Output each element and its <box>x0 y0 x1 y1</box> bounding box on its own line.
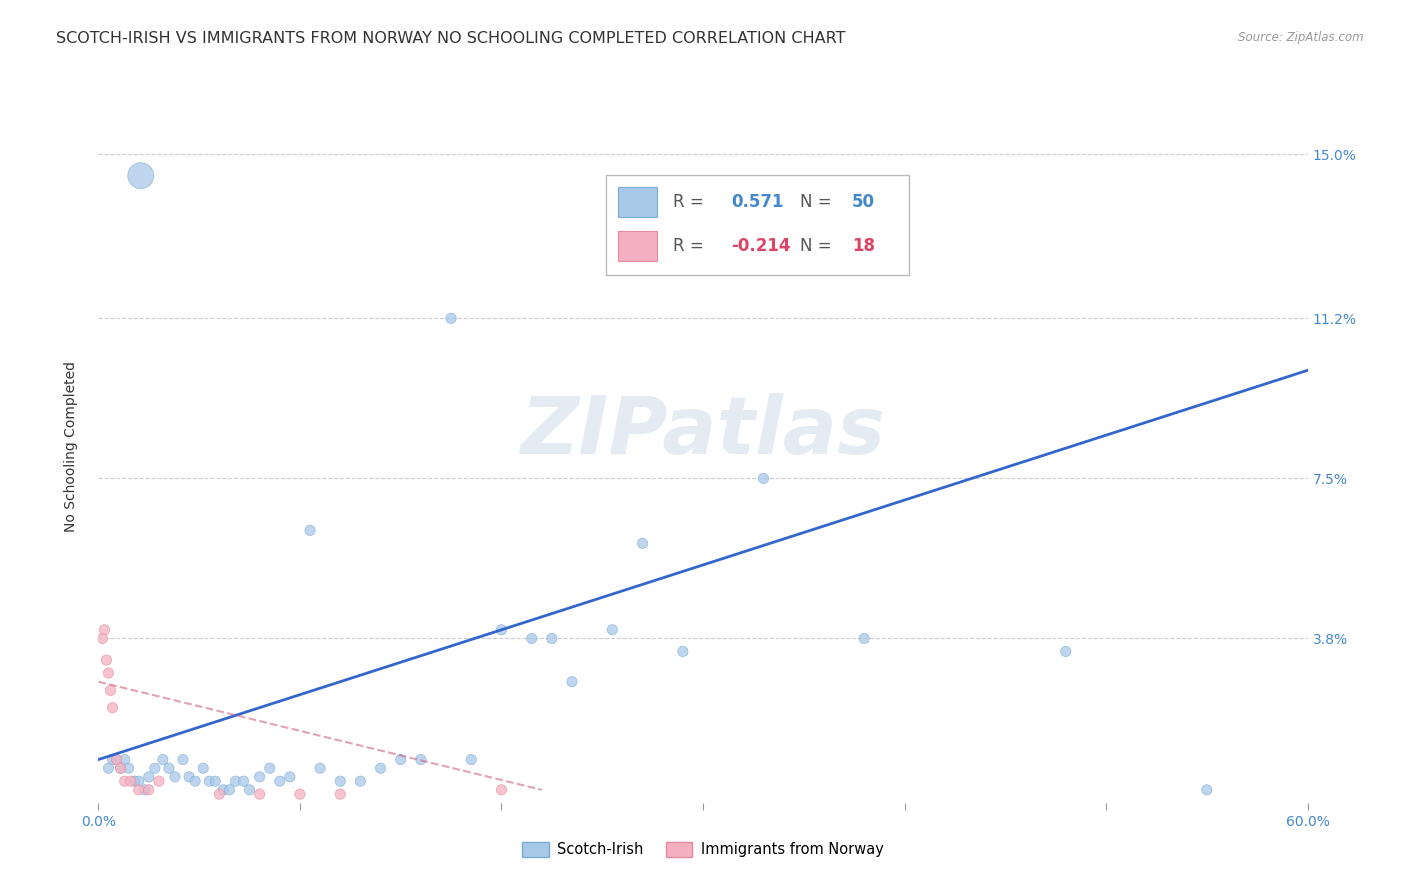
Point <box>440 311 463 326</box>
Point <box>101 700 124 714</box>
Point <box>138 782 160 797</box>
Text: N =: N = <box>800 193 837 211</box>
Point <box>520 632 543 646</box>
Point <box>602 623 624 637</box>
Point <box>212 782 235 797</box>
Point <box>491 623 513 637</box>
Y-axis label: No Schooling Completed: No Schooling Completed <box>63 360 77 532</box>
Point <box>239 782 262 797</box>
Point <box>329 787 352 801</box>
Point <box>114 774 136 789</box>
Point <box>309 761 332 775</box>
Text: N =: N = <box>800 237 837 255</box>
Point <box>129 169 152 183</box>
Bar <box>619 231 657 261</box>
Text: 0.571: 0.571 <box>731 193 783 211</box>
Point <box>329 774 352 789</box>
Point <box>249 787 271 801</box>
Point <box>370 761 392 775</box>
Point <box>1195 782 1218 797</box>
Point <box>97 761 120 775</box>
Point <box>157 761 180 775</box>
Point <box>1054 644 1077 658</box>
Text: -0.214: -0.214 <box>731 237 790 255</box>
Point <box>96 653 118 667</box>
Point <box>91 632 114 646</box>
Text: Source: ZipAtlas.com: Source: ZipAtlas.com <box>1239 31 1364 45</box>
Point <box>288 787 311 801</box>
Text: SCOTCH-IRISH VS IMMIGRANTS FROM NORWAY NO SCHOOLING COMPLETED CORRELATION CHART: SCOTCH-IRISH VS IMMIGRANTS FROM NORWAY N… <box>56 31 846 46</box>
Text: R =: R = <box>672 193 709 211</box>
Point <box>105 753 128 767</box>
Point <box>198 774 221 789</box>
Point <box>204 774 226 789</box>
Point <box>409 753 432 767</box>
Point <box>134 782 156 797</box>
Point <box>184 774 207 789</box>
Point <box>114 753 136 767</box>
Point <box>218 782 240 797</box>
Text: ZIPatlas: ZIPatlas <box>520 392 886 471</box>
Point <box>540 632 562 646</box>
Point <box>110 761 132 775</box>
Point <box>259 761 281 775</box>
Point <box>179 770 201 784</box>
Bar <box>619 187 657 217</box>
Point <box>148 774 170 789</box>
Point <box>299 524 322 538</box>
Point <box>278 770 301 784</box>
Point <box>193 761 215 775</box>
Point <box>460 753 482 767</box>
Point <box>105 753 128 767</box>
Point <box>124 774 146 789</box>
FancyBboxPatch shape <box>606 175 908 275</box>
Point <box>269 774 291 789</box>
Text: 50: 50 <box>852 193 875 211</box>
Point <box>752 471 775 485</box>
Point <box>232 774 254 789</box>
Point <box>163 770 186 784</box>
Point <box>128 774 150 789</box>
Point <box>224 774 246 789</box>
Point <box>118 761 141 775</box>
Point <box>97 666 120 681</box>
Point <box>389 753 412 767</box>
Point <box>101 753 124 767</box>
Point <box>100 683 122 698</box>
Point <box>249 770 271 784</box>
Point <box>93 623 115 637</box>
Point <box>208 787 231 801</box>
Text: 18: 18 <box>852 237 875 255</box>
Point <box>152 753 174 767</box>
Legend: Scotch-Irish, Immigrants from Norway: Scotch-Irish, Immigrants from Norway <box>516 836 890 863</box>
Point <box>561 674 583 689</box>
Point <box>110 761 132 775</box>
Point <box>672 644 695 658</box>
Point <box>631 536 654 550</box>
Point <box>120 774 142 789</box>
Point <box>128 782 150 797</box>
Point <box>143 761 166 775</box>
Point <box>853 632 876 646</box>
Point <box>172 753 194 767</box>
Text: R =: R = <box>672 237 709 255</box>
Point <box>349 774 371 789</box>
Point <box>491 782 513 797</box>
Point <box>138 770 160 784</box>
